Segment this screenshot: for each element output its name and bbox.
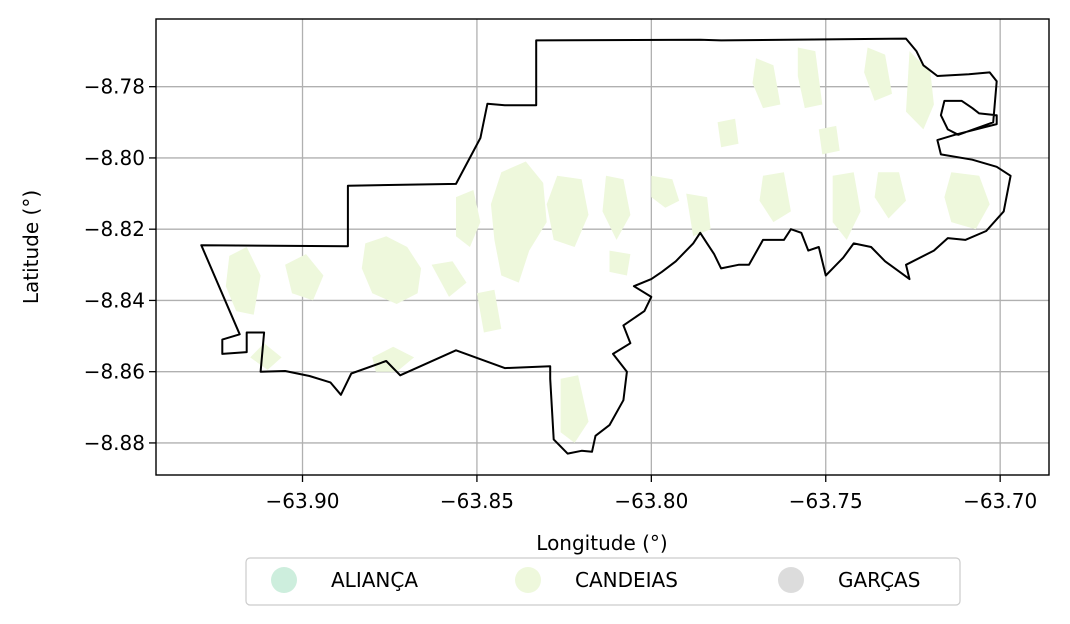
y-tick-label-2: −8.82 xyxy=(84,217,145,241)
legend: ALIANÇA CANDEIAS GARÇAS xyxy=(245,557,961,606)
candeias-area-12 xyxy=(609,250,631,276)
candeias-area-2 xyxy=(285,254,324,301)
candeias-area-6 xyxy=(456,190,481,247)
y-axis-ticks: −8.78 −8.80 −8.82 −8.84 −8.86 −8.88 xyxy=(84,75,156,455)
candeias-area-3 xyxy=(361,236,422,304)
y-tick-label-3: −8.84 xyxy=(84,288,145,312)
municipality-boundary-layer xyxy=(200,37,1012,455)
candeias-area-18 xyxy=(797,47,823,109)
candeias-area-19 xyxy=(818,125,840,155)
legend-label-0: ALIANÇA xyxy=(331,568,418,592)
x-axis-ticks: −63.90 −63.85 −63.80 −63.75 −63.70 xyxy=(266,475,1037,513)
candeias-area-8 xyxy=(490,161,547,283)
x-tick-label-1: −63.85 xyxy=(440,489,514,513)
legend-marker-0 xyxy=(271,567,297,593)
y-tick-label-1: −8.80 xyxy=(84,146,145,170)
candeias-area-23 xyxy=(906,51,934,130)
candeias-area-10 xyxy=(560,375,589,443)
gridlines xyxy=(156,19,1049,475)
candeias-area-15 xyxy=(717,118,739,148)
candeias-area-24 xyxy=(944,172,990,230)
candeias-area-20 xyxy=(832,172,861,240)
x-tick-label-3: −63.75 xyxy=(789,489,863,513)
legend-marker-1 xyxy=(515,567,541,593)
y-axis-label: Latitude (°) xyxy=(19,190,43,304)
legend-box xyxy=(245,557,961,606)
candeias-area-17 xyxy=(759,172,791,223)
legend-items: ALIANÇA CANDEIAS GARÇAS xyxy=(271,567,920,593)
candeias-area-1 xyxy=(250,343,282,370)
y-tick-label-4: −8.86 xyxy=(84,360,145,384)
y-tick-label-0: −8.78 xyxy=(84,75,145,99)
x-axis-label: Longitude (°) xyxy=(536,531,667,555)
legend-label-1: CANDEIAS xyxy=(575,568,678,592)
candeias-area-13 xyxy=(651,175,680,208)
y-tick-label-5: −8.88 xyxy=(84,431,145,455)
municipality-boundary xyxy=(200,37,1012,455)
x-tick-label-0: −63.90 xyxy=(266,489,340,513)
candeias-area-11 xyxy=(602,175,631,240)
candeias-area-0 xyxy=(225,247,261,315)
candeias-area-5 xyxy=(431,261,467,297)
plot-frame xyxy=(155,18,1050,476)
candeias-area-4 xyxy=(372,346,415,372)
legend-marker-2 xyxy=(778,567,804,593)
candeias-area-21 xyxy=(864,47,892,101)
candeias-area-9 xyxy=(546,175,589,247)
candeias-area-7 xyxy=(476,289,502,333)
x-tick-label-2: −63.80 xyxy=(614,489,688,513)
candeias-areas xyxy=(225,47,990,443)
candeias-area-14 xyxy=(686,193,711,237)
candeias-area-22 xyxy=(874,172,906,219)
candeias-area-16 xyxy=(752,58,781,109)
x-tick-label-4: −63.70 xyxy=(963,489,1037,513)
legend-label-2: GARÇAS xyxy=(838,568,920,592)
